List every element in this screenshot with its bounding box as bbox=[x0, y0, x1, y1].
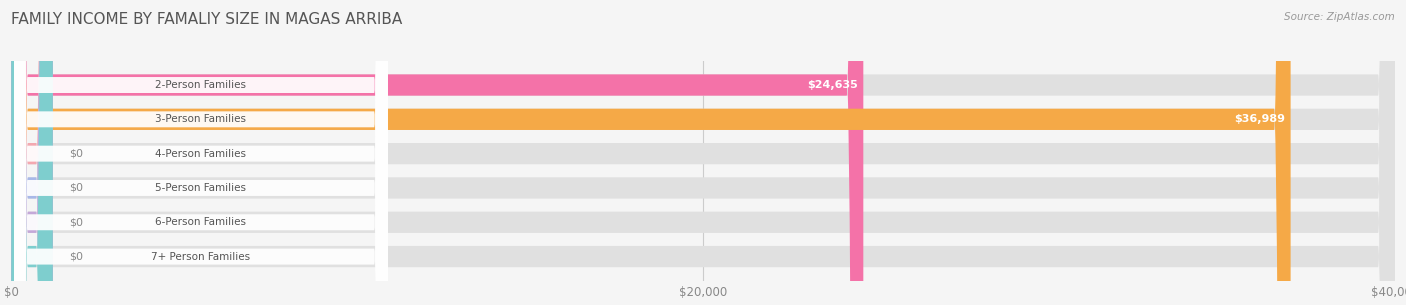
Text: $24,635: $24,635 bbox=[807, 80, 858, 90]
Text: 3-Person Families: 3-Person Families bbox=[155, 114, 246, 124]
Text: 2-Person Families: 2-Person Families bbox=[155, 80, 246, 90]
FancyBboxPatch shape bbox=[11, 0, 53, 305]
FancyBboxPatch shape bbox=[11, 0, 863, 305]
FancyBboxPatch shape bbox=[11, 0, 1395, 305]
Text: $0: $0 bbox=[69, 183, 83, 193]
FancyBboxPatch shape bbox=[11, 0, 53, 305]
Text: 7+ Person Families: 7+ Person Families bbox=[152, 252, 250, 262]
FancyBboxPatch shape bbox=[11, 0, 1395, 305]
FancyBboxPatch shape bbox=[11, 0, 1395, 305]
FancyBboxPatch shape bbox=[14, 0, 388, 305]
FancyBboxPatch shape bbox=[14, 0, 388, 305]
FancyBboxPatch shape bbox=[11, 0, 1395, 305]
FancyBboxPatch shape bbox=[14, 0, 388, 305]
Text: $0: $0 bbox=[69, 149, 83, 159]
Text: FAMILY INCOME BY FAMALIY SIZE IN MAGAS ARRIBA: FAMILY INCOME BY FAMALIY SIZE IN MAGAS A… bbox=[11, 12, 402, 27]
FancyBboxPatch shape bbox=[14, 0, 388, 305]
FancyBboxPatch shape bbox=[11, 0, 1395, 305]
FancyBboxPatch shape bbox=[14, 0, 388, 305]
FancyBboxPatch shape bbox=[11, 0, 53, 305]
Text: $36,989: $36,989 bbox=[1234, 114, 1285, 124]
FancyBboxPatch shape bbox=[11, 0, 1291, 305]
FancyBboxPatch shape bbox=[14, 0, 388, 305]
Text: $0: $0 bbox=[69, 252, 83, 262]
FancyBboxPatch shape bbox=[11, 0, 53, 305]
Text: 4-Person Families: 4-Person Families bbox=[155, 149, 246, 159]
FancyBboxPatch shape bbox=[11, 0, 1395, 305]
Text: 5-Person Families: 5-Person Families bbox=[155, 183, 246, 193]
Text: $0: $0 bbox=[69, 217, 83, 227]
Text: Source: ZipAtlas.com: Source: ZipAtlas.com bbox=[1284, 12, 1395, 22]
Text: 6-Person Families: 6-Person Families bbox=[155, 217, 246, 227]
